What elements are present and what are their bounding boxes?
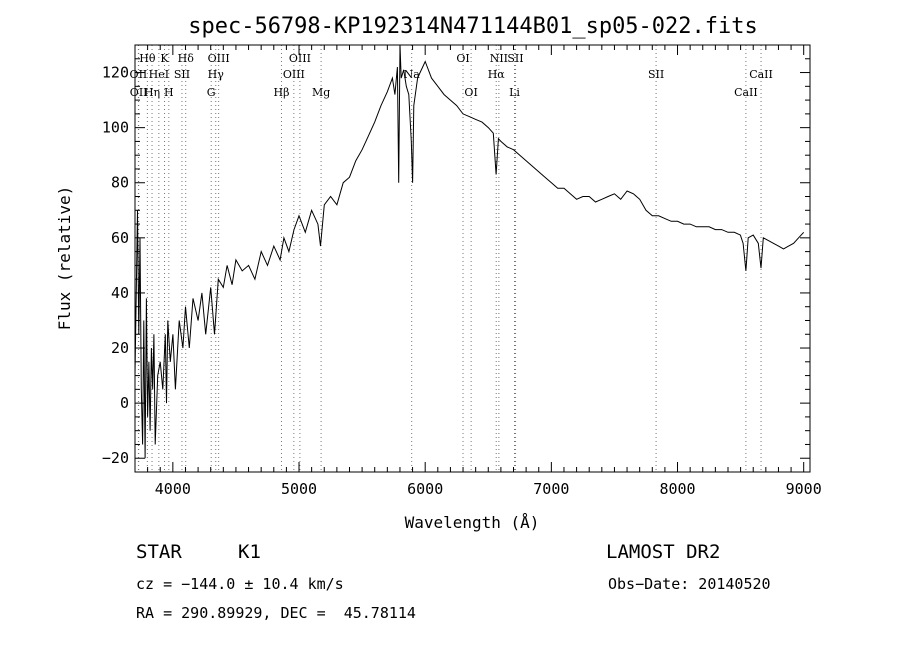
line-label-6: H [164,86,174,99]
y-tick-label-20: 20 [111,339,129,357]
sky-coordinates: RA = 290.89929, DEC = 45.78114 [136,604,416,622]
x-axis-ticks: 4000 5000 6000 7000 8000 9000 [147,45,822,498]
line-label-23: SII [648,68,664,81]
y-axis-title: Flux (relative) [55,186,74,331]
line-label-3: Hη [144,86,160,99]
plot-frame [134,44,811,473]
line-label-12: Hβ [274,86,290,99]
line-label-5: K [160,52,169,65]
line-label-16: Na [404,68,421,81]
line-label-9: OIII [208,52,230,65]
line-label-18: OI [464,86,477,99]
y-tick-label-120: 120 [102,64,129,82]
chart-title: spec-56798-KP192314N471144B01_sp05-022.f… [188,14,758,39]
line-label-11: G [207,86,216,99]
spectral-line-markers [137,45,762,472]
x-tick-label-5000: 5000 [281,480,317,498]
x-tick-label-9000: 9000 [786,480,822,498]
x-tick-label-4000: 4000 [155,480,191,498]
object-type: STAR [136,541,182,563]
line-label-22: SII [507,52,523,65]
y-tick-label--20: −20 [102,449,129,467]
line-label-25: CaII [749,68,773,81]
survey-name: LAMOST DR2 [606,541,721,563]
line-label-7: SII [174,68,190,81]
y-tick-label-80: 80 [111,174,129,192]
line-label-17: OI [456,52,469,65]
line-label-19: Hα [488,68,506,81]
line-label-21: Li [509,86,520,99]
line-label-20: NII [490,52,508,65]
x-tick-label-6000: 6000 [407,480,443,498]
line-label-2: OII [130,86,148,99]
line-label-13: OIII [283,68,305,81]
x-axis-title: Wavelength (Å) [405,513,540,532]
redshift-velocity: cz = −144.0 ± 10.4 km/s [136,575,344,593]
line-label-0: Hθ [139,52,156,65]
observation-date: Obs−Date: 20140520 [608,575,771,593]
line-label-1: OII [130,68,148,81]
object-subclass: K1 [238,541,261,563]
spectrum-series-line [134,44,805,459]
line-label-15: Mg [312,86,330,99]
x-tick-label-8000: 8000 [659,480,695,498]
y-tick-label-40: 40 [111,284,129,302]
line-label-14: OIII [289,52,311,65]
y-tick-label-0: 0 [120,394,129,412]
line-label-10: Hγ [208,68,225,81]
line-label-4: HeI [149,68,169,81]
line-label-24: CaII [734,86,758,99]
line-label-8: Hδ [178,52,195,65]
y-tick-label-60: 60 [111,229,129,247]
y-tick-label-100: 100 [102,119,129,137]
y-axis-ticks: −20 0 20 40 60 80 100 120 [102,44,810,473]
x-tick-label-7000: 7000 [533,480,569,498]
